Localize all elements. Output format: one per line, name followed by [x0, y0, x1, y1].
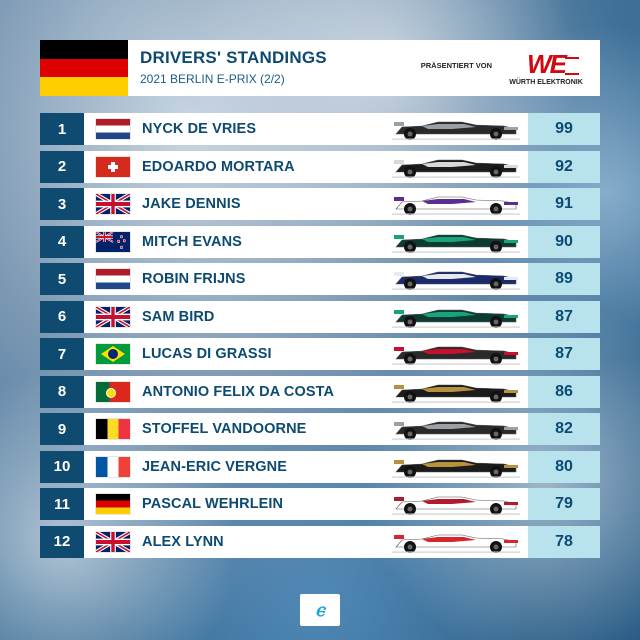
nl-flag-icon — [96, 119, 130, 139]
driver-cell: ANTONIO FELIX DA COSTA — [84, 375, 528, 408]
driver-cell: SAM BIRD — [84, 300, 528, 333]
driver-name: PASCAL WEHRLEIN — [142, 496, 284, 512]
driver-cell: MITCH EVANS — [84, 225, 528, 258]
table-row: 12 ALEX LYNN 78 — [40, 525, 600, 558]
driver-cell: EDOARDO MORTARA — [84, 150, 528, 183]
table-row: 10 JEAN-ERIC VERGNE 80 — [40, 450, 600, 483]
position-cell: 5 — [40, 263, 84, 295]
driver-name: ANTONIO FELIX DA COSTA — [142, 383, 335, 400]
driver-cell: JAKE DENNIS — [84, 188, 528, 220]
points-cell: 92 — [528, 150, 600, 183]
race-car-icon — [392, 530, 520, 554]
table-row: 9 STOFFEL VANDOORNE 82 — [40, 413, 600, 445]
table-row: 4 MITCH EVANS 90 — [40, 225, 600, 258]
position-cell: 7 — [40, 338, 84, 370]
points-cell: 89 — [528, 263, 600, 295]
nz-flag-icon — [96, 231, 130, 252]
driver-name: NYCK DE VRIES — [142, 121, 257, 137]
formula-e-logo-icon: ⲉ — [300, 594, 340, 626]
germany-flag-icon — [40, 40, 128, 97]
br-flag-icon — [96, 344, 130, 364]
points-cell: 86 — [528, 375, 600, 408]
driver-name: STOFFEL VANDOORNE — [142, 421, 307, 437]
race-car-icon — [392, 380, 520, 404]
position-cell: 3 — [40, 188, 84, 220]
page-title: DRIVERS' STANDINGS — [140, 48, 327, 67]
position-cell: 4 — [40, 225, 84, 258]
de-flag-icon — [96, 494, 130, 514]
driver-name: ROBIN FRIJNS — [142, 271, 246, 287]
race-car-icon — [392, 342, 520, 366]
driver-name: LUCAS DI GRASSI — [142, 346, 272, 362]
points-cell: 90 — [528, 225, 600, 258]
points-cell: 99 — [528, 113, 600, 145]
sponsor-name: WÜRTH ELEKTRONIK — [509, 78, 583, 86]
race-car-icon — [392, 417, 520, 441]
position-cell: 12 — [40, 525, 84, 558]
sponsor-label: PRÄSENTIERT VON — [420, 60, 492, 70]
driver-cell: STOFFEL VANDOORNE — [84, 413, 528, 445]
sponsor-logo: WE WÜRTH ELEKTRONIK — [500, 40, 592, 96]
position-cell: 10 — [40, 450, 84, 483]
race-car-icon — [392, 230, 520, 254]
race-car-icon — [392, 155, 520, 179]
race-car-icon — [392, 492, 520, 516]
driver-name: JEAN-ERIC VERGNE — [142, 458, 288, 475]
header-titles: DRIVERS' STANDINGS 2021 BERLIN E-PRIX (2… — [128, 40, 421, 96]
gb-flag-icon — [96, 531, 130, 552]
be-flag-icon — [96, 419, 130, 439]
driver-cell: JEAN-ERIC VERGNE — [84, 450, 528, 483]
position-cell: 6 — [40, 300, 84, 333]
race-car-icon — [392, 305, 520, 329]
standings-table: 1 NYCK DE VRIES 99 2 EDOARDO MORTARA 92 3 JAKE … — [40, 113, 600, 563]
points-cell: 79 — [528, 488, 600, 520]
driver-name: SAM BIRD — [142, 308, 215, 325]
race-car-icon — [392, 192, 520, 216]
points-cell: 87 — [528, 300, 600, 333]
driver-cell: PASCAL WEHRLEIN — [84, 488, 528, 520]
points-cell: 91 — [528, 188, 600, 220]
table-row: 6 SAM BIRD 87 — [40, 300, 600, 333]
nl-flag-icon — [96, 269, 130, 289]
points-cell: 82 — [528, 413, 600, 445]
driver-name: JAKE DENNIS — [142, 196, 241, 212]
position-cell: 9 — [40, 413, 84, 445]
fr-flag-icon — [96, 456, 130, 477]
table-row: 5 ROBIN FRIJNS 89 — [40, 263, 600, 295]
race-car-icon — [392, 455, 520, 479]
driver-cell: ALEX LYNN — [84, 525, 528, 558]
driver-name: EDOARDO MORTARA — [142, 158, 295, 175]
table-row: 1 NYCK DE VRIES 99 — [40, 113, 600, 145]
points-cell: 80 — [528, 450, 600, 483]
points-cell: 78 — [528, 525, 600, 558]
driver-name: ALEX LYNN — [142, 533, 224, 550]
race-car-icon — [392, 117, 520, 141]
position-cell: 8 — [40, 375, 84, 408]
table-row: 7 LUCAS DI GRASSI 87 — [40, 338, 600, 370]
table-row: 3 JAKE DENNIS 91 — [40, 188, 600, 220]
ch-flag-icon — [96, 156, 130, 177]
position-cell: 1 — [40, 113, 84, 145]
pt-flag-icon — [96, 381, 130, 402]
page-subtitle: 2021 BERLIN E-PRIX (2/2) — [140, 72, 285, 86]
points-cell: 87 — [528, 338, 600, 370]
table-row: 8 ANTONIO FELIX DA COSTA 86 — [40, 375, 600, 408]
table-row: 11 PASCAL WEHRLEIN 79 — [40, 488, 600, 520]
position-cell: 11 — [40, 488, 84, 520]
race-car-icon — [392, 267, 520, 291]
driver-cell: ROBIN FRIJNS — [84, 263, 528, 295]
gb-flag-icon — [96, 306, 130, 327]
table-row: 2 EDOARDO MORTARA 92 — [40, 150, 600, 183]
driver-name: MITCH EVANS — [142, 233, 242, 250]
header-banner: DRIVERS' STANDINGS 2021 BERLIN E-PRIX (2… — [40, 40, 600, 97]
driver-cell: LUCAS DI GRASSI — [84, 338, 528, 370]
gb-flag-icon — [96, 194, 130, 214]
wurth-logo-icon: WE — [527, 51, 579, 77]
driver-cell: NYCK DE VRIES — [84, 113, 528, 145]
position-cell: 2 — [40, 150, 84, 183]
